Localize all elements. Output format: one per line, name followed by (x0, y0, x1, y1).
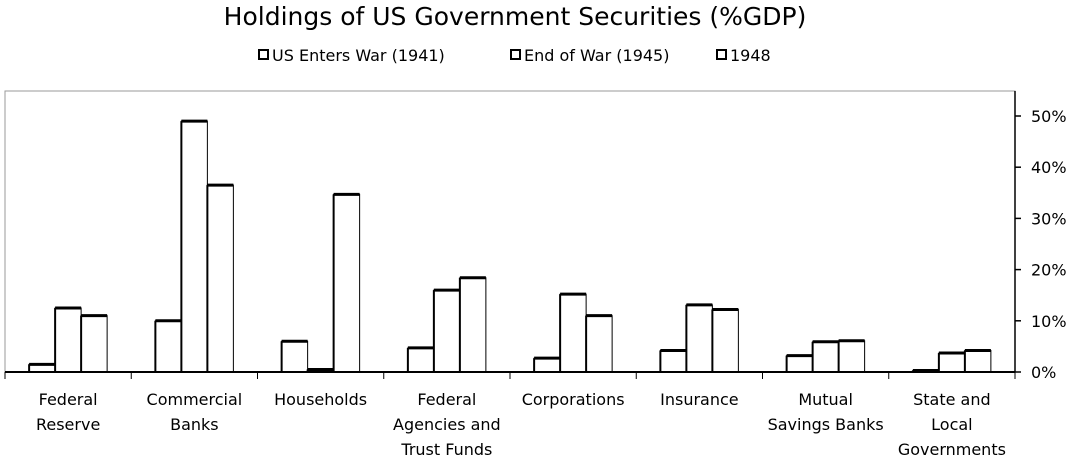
bar-s1-c3 (433, 289, 461, 373)
category-label-7-line-2: Governments (898, 440, 1006, 459)
category-label-6-line-0: Mutual (798, 390, 853, 409)
bar-s2-c4 (585, 315, 613, 373)
legend-item-1948: 1948 (716, 46, 771, 65)
y-tick-label-4: 40% (1031, 158, 1067, 177)
bar-s1-c5 (685, 304, 713, 373)
bar-s0-c6 (786, 355, 814, 373)
category-label-1-line-1: Banks (170, 415, 219, 434)
category-label-5-line-0: Insurance (660, 390, 739, 409)
bar-s2-c6 (838, 340, 866, 373)
category-label-7-line-0: State and (913, 390, 991, 409)
y-tick-label-3: 30% (1031, 209, 1067, 228)
bar-s0-c2 (281, 340, 309, 373)
bar-s0-c4 (533, 357, 561, 373)
legend-swatch-1948 (716, 49, 727, 60)
legend-label-1948: 1948 (730, 46, 771, 65)
legend-label-1945: End of War (1945) (524, 46, 670, 65)
bar-s2-c1 (206, 184, 234, 373)
legend-label-1941: US Enters War (1941) (272, 46, 445, 65)
bar-s0-c1 (154, 320, 182, 373)
bar-s2-c2 (333, 193, 361, 373)
bar-s2-c3 (459, 277, 487, 373)
category-label-1-line-0: Commercial (147, 390, 243, 409)
bar-s1-c7 (938, 352, 966, 373)
bar-s2-c7 (964, 349, 992, 373)
bar-s2-c5 (711, 309, 739, 373)
bar-s1-c0 (54, 307, 82, 373)
category-label-7-line-1: Local (931, 415, 972, 434)
bar-s0-c3 (407, 347, 435, 373)
y-tick-label-2: 20% (1031, 261, 1067, 280)
legend-item-1941: US Enters War (1941) (258, 46, 445, 65)
category-label-0-line-0: Federal (39, 390, 98, 409)
category-label-6-line-1: Savings Banks (768, 415, 884, 434)
legend: US Enters War (1941) End of War (1945) 1… (0, 46, 1030, 72)
category-label-3-line-1: Agencies and (393, 415, 501, 434)
category-label-2-line-0: Households (274, 390, 367, 409)
bar-s1-c1 (180, 120, 208, 373)
legend-item-1945: End of War (1945) (510, 46, 669, 65)
y-tick-label-5: 50% (1031, 107, 1067, 126)
y-tick-label-1: 10% (1031, 312, 1067, 331)
bar-s2-c0 (80, 315, 108, 373)
y-tick-label-0: 0% (1031, 363, 1056, 382)
bar-s1-c6 (812, 341, 840, 373)
legend-swatch-1941 (258, 49, 269, 60)
category-label-3-line-2: Trust Funds (400, 440, 492, 459)
chart-title: Holdings of US Government Securities (%G… (223, 2, 807, 31)
bar-s0-c5 (659, 349, 687, 373)
category-label-0-line-1: Reserve (36, 415, 100, 434)
category-label-3-line-0: Federal (417, 390, 476, 409)
bar-s1-c4 (559, 293, 587, 373)
legend-swatch-1945 (510, 49, 521, 60)
category-label-4-line-0: Corporations (522, 390, 625, 409)
